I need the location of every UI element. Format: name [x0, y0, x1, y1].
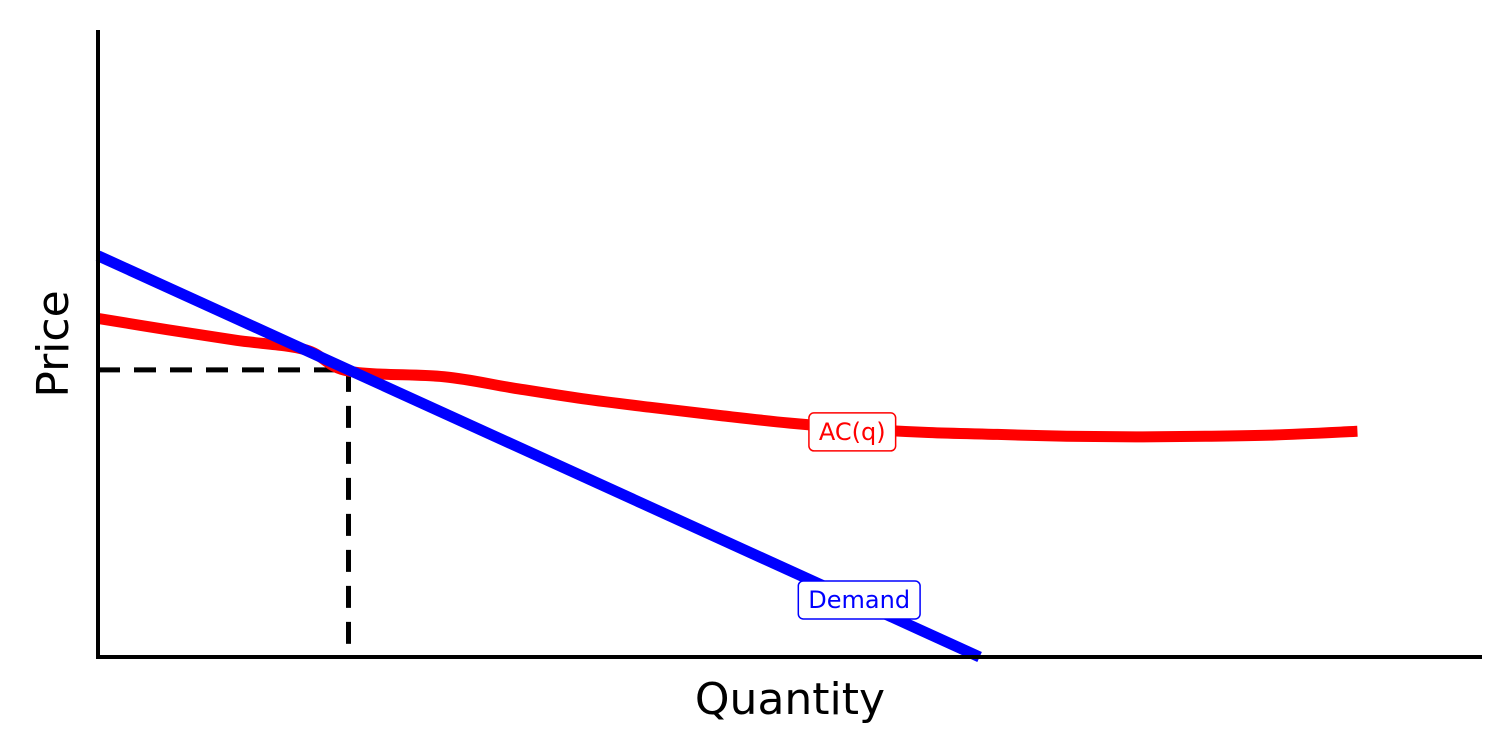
y-axis-title: Price [28, 290, 79, 397]
curve-label-text: Demand [808, 586, 910, 614]
curve-label-text: AC(q) [819, 418, 886, 446]
annotations: AC(q) Demand [797, 412, 921, 620]
curve-label-box [808, 412, 897, 452]
curve-label-demand: Demand [797, 580, 921, 620]
curve-label-ac-q: AC(q) [808, 412, 897, 452]
x-axis-title: Quantity [695, 674, 885, 725]
curve-label-box [797, 580, 921, 620]
plot-area [95, 250, 1358, 663]
